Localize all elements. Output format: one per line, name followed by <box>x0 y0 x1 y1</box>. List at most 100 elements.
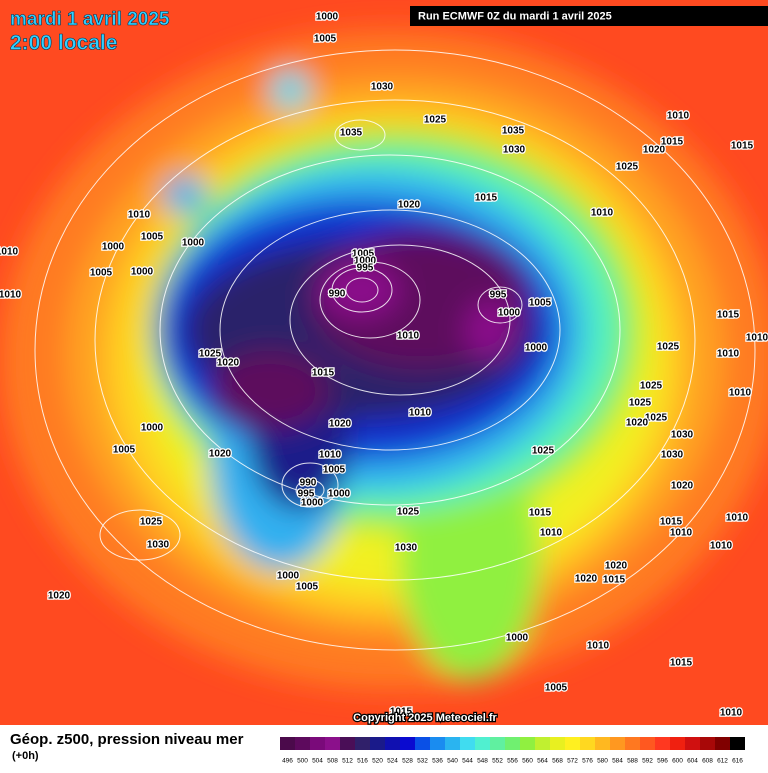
scale-swatch <box>280 737 295 750</box>
scale-label: 588 <box>627 758 638 765</box>
scale-label: 596 <box>657 758 668 765</box>
scale-swatch <box>505 737 520 750</box>
isobar-label: 990 <box>300 478 317 489</box>
isobar-label: 1010 <box>717 349 740 360</box>
isobar-label: 1000 <box>301 498 324 509</box>
isobar-label: 1025 <box>645 413 668 424</box>
scale-swatch <box>355 737 370 750</box>
scale-label: 548 <box>477 758 488 765</box>
isobar-label: 1020 <box>643 145 666 156</box>
scale-label: 560 <box>522 758 533 765</box>
date-title: mardi 1 avril 2025 <box>10 9 170 30</box>
isobar-label: 1025 <box>199 349 222 360</box>
scale-label: 520 <box>372 758 383 765</box>
isobar-label: 1030 <box>503 145 526 156</box>
scale-label: 532 <box>417 758 428 765</box>
scale-label: 528 <box>402 758 413 765</box>
isobar-label: 1005 <box>141 232 164 243</box>
run-box <box>410 6 768 26</box>
isobar-label: 1025 <box>397 507 420 518</box>
isobar-label: 1005 <box>529 298 552 309</box>
scale-swatch <box>595 737 610 750</box>
isobar-label: 1015 <box>475 193 498 204</box>
isobar-label: 1010 <box>710 541 733 552</box>
isobar-label: 1015 <box>731 141 754 152</box>
isobar-label: 1015 <box>529 508 552 519</box>
scale-swatch <box>550 737 565 750</box>
isobar-label: 1010 <box>319 450 342 461</box>
isobar-label: 1035 <box>340 128 363 139</box>
isobar-label: 1000 <box>316 12 339 23</box>
scale-label: 500 <box>297 758 308 765</box>
isobar-label: 1010 <box>128 210 151 221</box>
isobar-label: 1010 <box>729 388 752 399</box>
isobar-label: 1010 <box>0 290 22 301</box>
isobar-label: 1005 <box>296 582 319 593</box>
scale-swatch <box>430 737 445 750</box>
isobar-label: 1030 <box>147 540 170 551</box>
scale-swatch <box>295 737 310 750</box>
isobar-label: 1015 <box>603 575 626 586</box>
scale-label: 592 <box>642 758 653 765</box>
isobar-label: 1020 <box>671 481 694 492</box>
isobar-label: 1010 <box>397 331 420 342</box>
scale-label: 504 <box>312 758 323 765</box>
local-time: 2:00 locale <box>10 32 117 55</box>
scale-swatch <box>715 737 730 750</box>
isobar-label: 1015 <box>390 707 413 718</box>
scale-swatch <box>520 737 535 750</box>
isobars <box>34 49 756 651</box>
isobar-label: 1030 <box>395 543 418 554</box>
isobar-label: 1000 <box>328 489 351 500</box>
isobar-label: 1005 <box>314 34 337 45</box>
isobar-label: 1015 <box>717 310 740 321</box>
scale-swatch <box>385 737 400 750</box>
isobar-label: 1005 <box>113 445 136 456</box>
scale-label: 544 <box>462 758 473 765</box>
scale-label: 600 <box>672 758 683 765</box>
isobar-label: 1000 <box>498 308 521 319</box>
isobar-label: 1000 <box>141 423 164 434</box>
scale-label: 568 <box>552 758 563 765</box>
isobar-label: 1010 <box>540 528 563 539</box>
isobar-label: 1000 <box>131 267 154 278</box>
scale-label: 572 <box>567 758 578 765</box>
isobar-label: 1020 <box>575 574 598 585</box>
isobar-label: 995 <box>490 290 507 301</box>
scale-label: 516 <box>357 758 368 765</box>
scale-swatch <box>325 737 340 750</box>
isobar-label: 1025 <box>657 342 680 353</box>
scale-swatch <box>490 737 505 750</box>
scale-swatch <box>460 737 475 750</box>
scale-swatch <box>700 737 715 750</box>
isobar-label: 1010 <box>0 247 19 258</box>
isobar-label: 1000 <box>182 238 205 249</box>
lead-time: (+0h) <box>12 750 39 762</box>
scale-swatch <box>625 737 640 750</box>
scale-label: 540 <box>447 758 458 765</box>
scale-swatch <box>685 737 700 750</box>
scale-label: 616 <box>732 758 743 765</box>
isobar-label: 1030 <box>671 430 694 441</box>
isobar-label: 1005 <box>323 465 346 476</box>
scale-label: 512 <box>342 758 353 765</box>
isobar-label: 1015 <box>670 658 693 669</box>
scale-swatch <box>640 737 655 750</box>
isobar-label: 1015 <box>660 517 683 528</box>
scale-label: 552 <box>492 758 503 765</box>
scale-label: 604 <box>687 758 698 765</box>
geopotential-field <box>0 0 768 725</box>
isobar-label: 1015 <box>312 368 335 379</box>
isobar-label: 1005 <box>352 249 375 260</box>
scale-swatch <box>400 737 415 750</box>
legend-title: Géop. z500, pression niveau mer <box>10 731 244 748</box>
scale-label: 496 <box>282 758 293 765</box>
isobar-label: 1005 <box>545 683 568 694</box>
isobar-label: 1030 <box>661 450 684 461</box>
isobar-label: 1025 <box>424 115 447 126</box>
color-scale: 496 500 504 508 512 516 520 524 528 532 536 540 544 5… <box>280 737 745 765</box>
isobar-label: 1025 <box>616 162 639 173</box>
isobar-label: 1010 <box>720 708 743 719</box>
